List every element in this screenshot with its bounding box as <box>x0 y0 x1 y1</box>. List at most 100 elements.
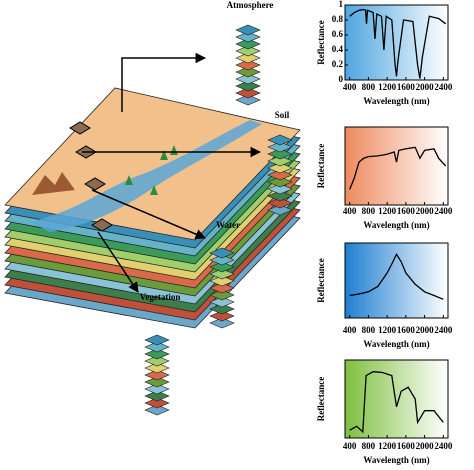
x-tick-label: 2400 <box>434 206 453 216</box>
stack-layer <box>267 141 293 153</box>
stack-layer <box>209 282 235 294</box>
plot-area <box>344 4 449 81</box>
plot-area <box>344 126 449 206</box>
spectrum-line <box>349 146 447 190</box>
stack-layer <box>144 376 170 388</box>
arrow <box>91 189 206 240</box>
stack-layer <box>144 390 170 402</box>
x-tick-label: 800 <box>362 206 376 216</box>
stack-layer <box>267 148 293 160</box>
stack-layer <box>235 59 261 71</box>
stack-layer <box>209 268 235 280</box>
x-tick-label: 1600 <box>397 441 416 451</box>
x-axis-label: Wavelength (nm) <box>363 455 429 465</box>
x-tick-label: 2000 <box>416 441 435 451</box>
tree <box>125 175 133 185</box>
pixel <box>91 218 113 232</box>
stack-layer <box>235 45 261 57</box>
stack-layer <box>267 169 293 181</box>
tree <box>150 185 158 195</box>
stack-layer <box>267 197 293 209</box>
pixel <box>84 177 106 191</box>
x-tick-label: 2400 <box>434 325 453 335</box>
x-tick-label: 400 <box>343 206 357 216</box>
y-tick-label: 0.2 <box>332 59 344 69</box>
stack-layer <box>209 303 235 315</box>
x-tick-label: 1600 <box>397 206 416 216</box>
stack-layer <box>267 162 293 174</box>
x-tick-label: 400 <box>343 441 357 451</box>
stack-layer <box>267 183 293 195</box>
y-axis-label: Reflectance <box>316 20 326 64</box>
x-tick-label: 2400 <box>434 82 453 92</box>
x-tick-label: 1200 <box>378 325 397 335</box>
x-tick-label: 1200 <box>378 206 397 216</box>
spectrum-chart: 400 800 1200 1600 2000 2400 Wavelength (nm) Ref… <box>316 242 453 349</box>
x-tick-label: 1600 <box>397 82 416 92</box>
spectrum-line <box>349 371 444 434</box>
stack-label: Water <box>216 220 240 230</box>
y-tick-label: 0 <box>339 74 344 84</box>
stack-layer <box>209 247 235 259</box>
pixel <box>69 121 91 135</box>
stack-layer <box>209 296 235 308</box>
y-axis-label: Reflectance <box>316 258 326 302</box>
stack-layer <box>144 348 170 360</box>
x-tick-label: 400 <box>343 82 357 92</box>
x-tick-label: 800 <box>362 82 376 92</box>
stack-layer <box>144 404 170 416</box>
mountain <box>32 172 75 195</box>
stack-layer <box>209 254 235 266</box>
stack-layer <box>144 334 170 346</box>
stack-layer <box>144 341 170 353</box>
x-tick-label: 800 <box>362 325 376 335</box>
stack-layer <box>235 73 261 85</box>
stack-layer <box>144 369 170 381</box>
x-tick-label: 400 <box>343 325 357 335</box>
x-axis-label: Wavelength (nm) <box>363 96 429 106</box>
spectrum-chart: 400 800 1200 1600 2000 2400 Wavelength (nm) Ref… <box>316 126 453 230</box>
spectrum-chart: 400 800 1200 1600 2000 2400 0 0.2 0.4 0.6 0.8 1 Wave… <box>316 0 453 106</box>
stack-layer <box>144 397 170 409</box>
stack-layer <box>235 80 261 92</box>
y-tick-label: 0.4 <box>332 44 344 54</box>
stack-layer <box>235 24 261 36</box>
stack-label: Vegetation <box>140 292 181 302</box>
stack-label: Atmosphere <box>227 0 274 10</box>
y-axis-label: Reflectance <box>316 144 326 188</box>
x-tick-label: 2000 <box>416 206 435 216</box>
x-tick-label: 1200 <box>378 441 397 451</box>
spectrum-chart: 400 800 1200 1600 2000 2400 Wavelength (nm) Ref… <box>316 359 453 465</box>
stack-layer <box>267 155 293 167</box>
x-tick-label: 2000 <box>416 325 435 335</box>
arrow <box>97 231 139 293</box>
spectrum-line <box>349 8 447 79</box>
stack-layer <box>235 38 261 50</box>
stack-layer <box>267 176 293 188</box>
arrow <box>121 52 207 112</box>
stack-layer <box>235 52 261 64</box>
plot-area <box>344 359 449 439</box>
spectrum-line <box>349 252 444 300</box>
stack-layer <box>144 362 170 374</box>
stack-label: Soil <box>275 110 290 120</box>
stack-layer <box>235 94 261 106</box>
y-tick-label: 0.6 <box>332 29 344 39</box>
x-tick-label: 2000 <box>416 82 435 92</box>
x-tick-label: 2400 <box>434 441 453 451</box>
tree <box>160 150 168 160</box>
x-tick-label: 800 <box>362 441 376 451</box>
arrows <box>82 52 262 293</box>
y-axis-label: Reflectance <box>316 377 326 421</box>
y-tick-label: 1 <box>339 0 344 9</box>
stack-layer <box>267 204 293 216</box>
stack-layer <box>235 31 261 43</box>
x-axis-label: Wavelength (nm) <box>363 339 429 349</box>
y-tick-label: 0.8 <box>332 14 344 24</box>
stack-layer <box>267 134 293 146</box>
stack-layer <box>209 310 235 322</box>
stack-layer <box>144 383 170 395</box>
x-tick-label: 1200 <box>378 82 397 92</box>
x-tick-label: 1600 <box>397 325 416 335</box>
